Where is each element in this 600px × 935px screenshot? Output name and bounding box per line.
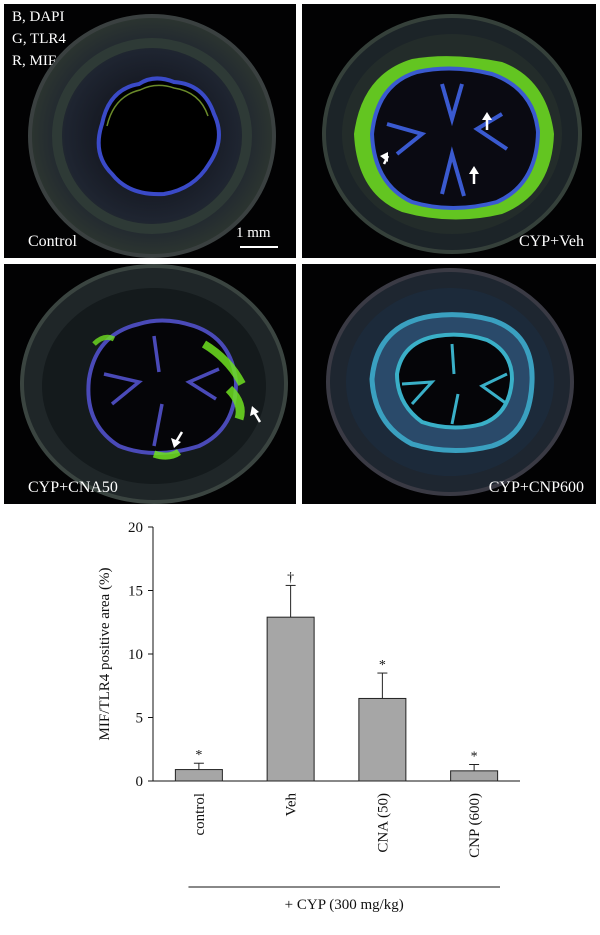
bar: [266, 616, 315, 782]
micrograph-panel-control: B, DAPI G, TLR4 R, MIF Control 1 mm: [4, 4, 296, 258]
panel-label-control: Control: [28, 233, 77, 250]
y-tick-label: 5: [136, 711, 144, 727]
significance-marker: *: [195, 748, 202, 763]
panel-label-cyp-veh: CYP+Veh: [518, 233, 584, 250]
bar: [174, 769, 223, 782]
bladder-section-image: [28, 14, 276, 258]
bladder-section-image: [322, 14, 582, 254]
category-label: CNA (50): [375, 793, 391, 853]
bar-chart: 0 5 10 15 20 MIF/TLR4 positive area (%) * contr…: [97, 520, 520, 913]
y-tick-label: 10: [128, 647, 143, 663]
bar: [450, 770, 499, 782]
scale-bar: [240, 246, 278, 248]
channel-label-green: G, TLR4: [12, 31, 66, 47]
significance-marker: †: [287, 570, 294, 585]
scale-bar-label: 1 mm: [236, 225, 271, 241]
bladder-section-image: [326, 268, 574, 496]
y-tick-label: 0: [136, 774, 144, 790]
group-label: + CYP (300 mg/kg): [285, 897, 404, 913]
micrograph-panel-cyp-cna50: CYP+CNA50: [4, 264, 296, 504]
bladder-section-image: [20, 264, 288, 504]
bar: [358, 697, 407, 782]
category-label: CNP (600): [467, 793, 483, 858]
y-tick-label: 15: [128, 584, 143, 600]
category-label: Veh: [284, 793, 300, 817]
y-axis-label: MIF/TLR4 positive area (%): [97, 568, 113, 741]
micrograph-panel-cyp-veh: CYP+Veh: [302, 4, 596, 258]
channel-label-blue: B, DAPI: [12, 9, 65, 25]
panel-label-cyp-cnp600: CYP+CNP600: [488, 479, 584, 496]
y-tick-label: 20: [128, 520, 143, 536]
panel-label-cyp-cna50: CYP+CNA50: [28, 479, 118, 496]
category-label: control: [192, 793, 208, 836]
micrograph-panel-cyp-cnp600: CYP+CNP600: [302, 264, 596, 504]
arrow-icon: [482, 112, 492, 120]
channel-label-red: R, MIF: [12, 53, 57, 69]
significance-marker: *: [379, 658, 386, 673]
significance-marker: *: [471, 749, 478, 764]
